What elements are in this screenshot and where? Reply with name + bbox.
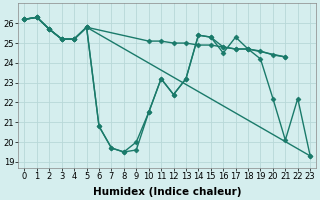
X-axis label: Humidex (Indice chaleur): Humidex (Indice chaleur): [93, 187, 242, 197]
